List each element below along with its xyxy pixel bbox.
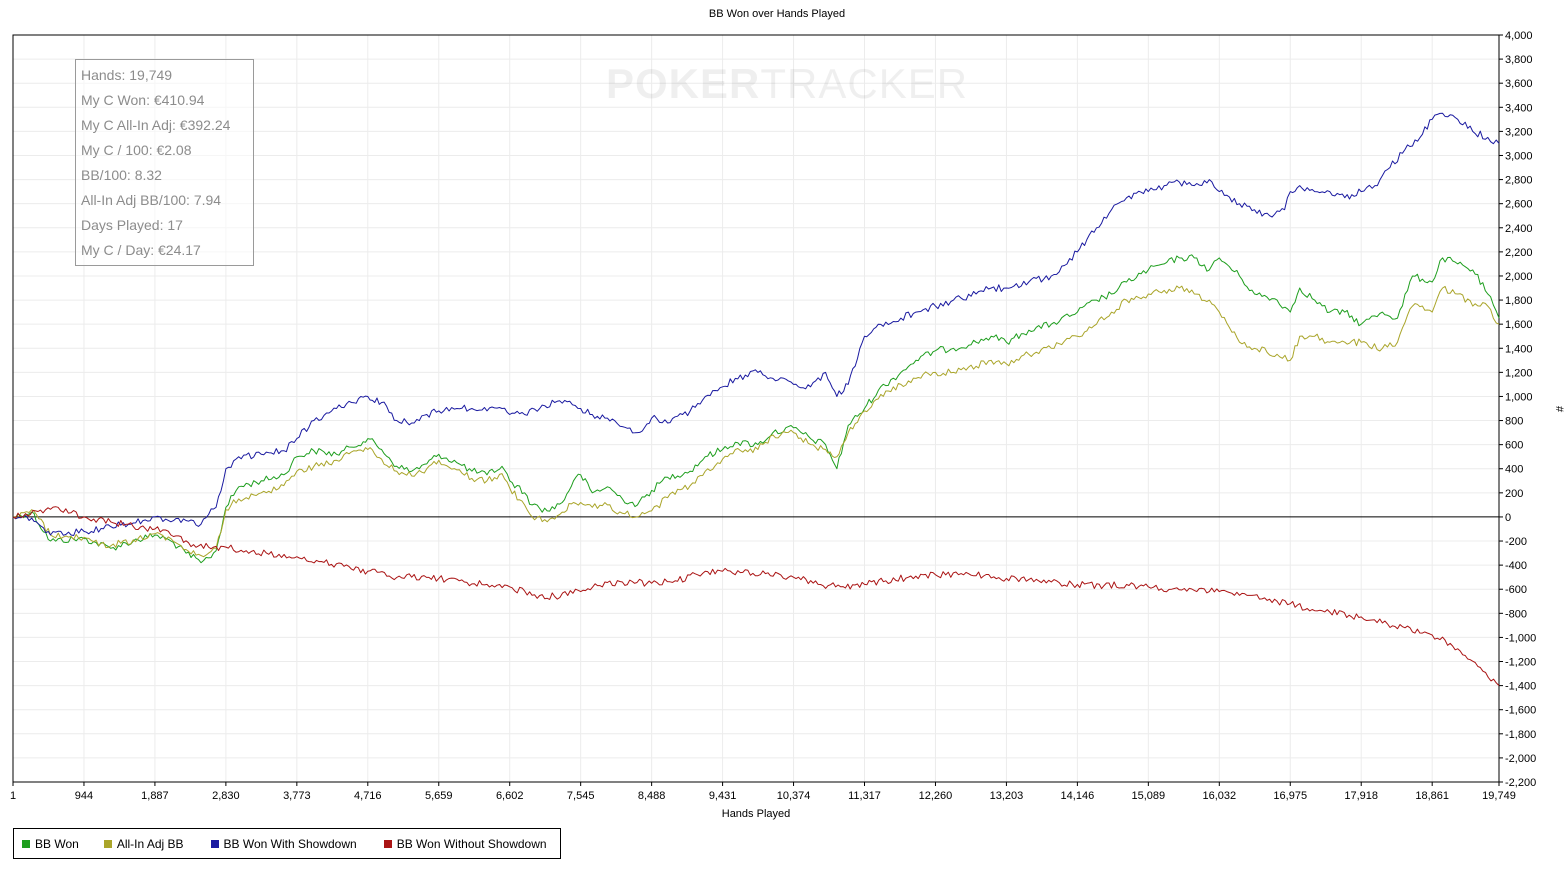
y-tick-label: -600 <box>1505 584 1527 596</box>
x-tick-label: 16,032 <box>1202 790 1236 802</box>
x-tick-label: 3,773 <box>283 790 311 802</box>
y-axis-label: # <box>1553 406 1565 413</box>
x-tick-label: 15,089 <box>1132 790 1166 802</box>
stats-box: Hands: 19,749 My C Won: €410.94 My C All… <box>75 59 254 266</box>
x-axis-label: Hands Played <box>722 808 791 820</box>
y-tick-label: 200 <box>1505 488 1523 500</box>
series-line-0 <box>12 254 1500 564</box>
y-tick-label: -2,200 <box>1505 777 1536 789</box>
y-tick-label: 3,600 <box>1505 78 1533 90</box>
y-tick-label: 2,400 <box>1505 223 1533 235</box>
plot-area <box>13 35 1499 782</box>
x-tick-label: 4,716 <box>354 790 382 802</box>
y-tick-label: 0 <box>1505 512 1511 524</box>
y-tick-label: -200 <box>1505 536 1527 548</box>
y-tick-label: 2,800 <box>1505 175 1533 187</box>
y-tick-label: 1,800 <box>1505 295 1533 307</box>
x-tick-label: 5,659 <box>425 790 453 802</box>
legend-label: BB Won Without Showdown <box>396 836 547 851</box>
y-tick-label: 3,800 <box>1505 54 1533 66</box>
x-tick-label: 9,431 <box>709 790 737 802</box>
legend: BB Won All-In Adj BB BB Won With Showdow… <box>13 828 561 859</box>
legend-swatch <box>103 839 112 848</box>
y-tick-label: -1,400 <box>1505 681 1536 693</box>
legend-item-bb-won-with-showdown[interactable]: BB Won With Showdown <box>210 836 357 851</box>
x-tick-label: 14,146 <box>1061 790 1095 802</box>
y-tick-label: 600 <box>1505 440 1523 452</box>
x-tick-label: 11,317 <box>848 790 881 802</box>
y-tick-label: -800 <box>1505 608 1527 620</box>
legend-label: All-In Adj BB <box>116 836 184 851</box>
y-tick-label: 800 <box>1505 416 1523 428</box>
stat-all-in-adj-bb-per-100: All-In Adj BB/100: 7.94 <box>81 192 222 208</box>
x-tick-label: 16,975 <box>1273 790 1307 802</box>
y-tick-label: -1,200 <box>1505 657 1536 669</box>
y-tick-label: 2,600 <box>1505 199 1533 211</box>
stat-all-in-adj: My C All-In Adj: €392.24 <box>81 117 231 133</box>
x-tick-label: 12,260 <box>919 790 953 802</box>
x-tick-label: 19,749 <box>1482 790 1516 802</box>
y-tick-label: 400 <box>1505 464 1523 476</box>
y-tick-label: 4,000 <box>1505 30 1533 42</box>
y-tick-label: -1,600 <box>1505 705 1536 717</box>
watermark-part-1: POKER <box>606 60 761 107</box>
x-tick-label: 2,830 <box>212 790 240 802</box>
plot-frame <box>12 34 1500 783</box>
y-tick-label: -2,000 <box>1505 753 1536 765</box>
legend-label: BB Won <box>35 836 79 851</box>
legend-item-all-in-adj-bb[interactable]: All-In Adj BB <box>103 836 184 851</box>
stat-won-per-100: My C / 100: €2.08 <box>81 142 192 158</box>
y-tick-label: -1,000 <box>1505 632 1536 644</box>
y-tick-label: -1,800 <box>1505 729 1536 741</box>
legend-item-bb-won-without-showdown[interactable]: BB Won Without Showdown <box>383 836 547 851</box>
series-line-1 <box>12 285 1500 558</box>
y-tick-label: 1,400 <box>1505 343 1533 355</box>
grid <box>12 34 1500 783</box>
x-tick-label: 10,374 <box>777 790 811 802</box>
y-tick-label: 3,400 <box>1505 102 1533 114</box>
stat-won-per-day: My C / Day: €24.17 <box>81 242 201 258</box>
y-tick-label: 3,200 <box>1505 126 1533 138</box>
x-tick-label: 6,602 <box>496 790 524 802</box>
x-tick-label: 944 <box>75 790 93 802</box>
y-tick-label: 1,600 <box>1505 319 1533 331</box>
y-tick-label: 3,000 <box>1505 150 1533 162</box>
stat-hands: Hands: 19,749 <box>81 67 173 83</box>
x-tick-label: 13,203 <box>990 790 1024 802</box>
series-line-3 <box>12 506 1500 686</box>
y-tick-label: -400 <box>1505 560 1527 572</box>
legend-swatch <box>22 839 30 848</box>
x-tick-label: 1 <box>10 790 16 802</box>
y-tick-label: 2,200 <box>1505 247 1533 259</box>
y-tick-label: 1,200 <box>1505 367 1533 379</box>
x-tick-label: 18,861 <box>1415 790 1449 802</box>
stat-bb-per-100: BB/100: 8.32 <box>81 167 162 183</box>
series-lines <box>12 112 1500 686</box>
x-tick-label: 17,918 <box>1344 790 1378 802</box>
pokertracker-watermark: POKERTRACKER <box>606 60 968 108</box>
series-line-2 <box>12 112 1500 536</box>
y-tick-label: 1,000 <box>1505 391 1533 403</box>
legend-item-bb-won[interactable]: BB Won <box>22 837 79 851</box>
y-tick-label: 2,000 <box>1505 271 1533 283</box>
stat-days-played: Days Played: 17 <box>81 217 183 233</box>
axes: 4,000 3,800 3,600 3,400 3,200 3,000 2,800 2,600… <box>10 30 1536 802</box>
legend-swatch <box>383 839 392 848</box>
x-tick-label: 1,887 <box>141 790 169 802</box>
chart-title: BB Won over Hands Played <box>709 8 845 20</box>
watermark-part-2: TRACKER <box>760 60 969 107</box>
stat-won: My C Won: €410.94 <box>81 92 205 108</box>
legend-label: BB Won With Showdown <box>223 836 357 851</box>
x-tick-label: 7,545 <box>567 790 595 802</box>
x-tick-label: 8,488 <box>638 790 666 802</box>
legend-swatch <box>210 839 219 848</box>
